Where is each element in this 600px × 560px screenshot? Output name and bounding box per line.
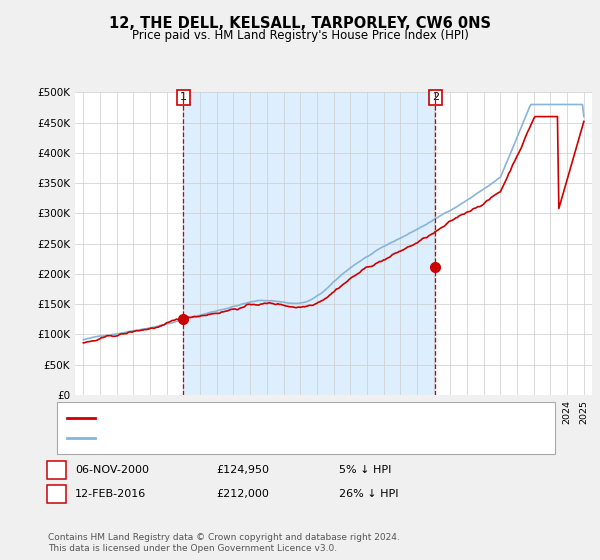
- Text: 06-NOV-2000: 06-NOV-2000: [75, 465, 149, 475]
- Text: 12-FEB-2016: 12-FEB-2016: [75, 489, 146, 499]
- Text: £124,950: £124,950: [216, 465, 269, 475]
- Text: 1: 1: [180, 92, 187, 102]
- Text: 2: 2: [53, 489, 60, 499]
- Text: 26% ↓ HPI: 26% ↓ HPI: [339, 489, 398, 499]
- Text: 12, THE DELL, KELSALL, TARPORLEY, CW6 0NS: 12, THE DELL, KELSALL, TARPORLEY, CW6 0N…: [109, 16, 491, 31]
- Text: Contains HM Land Registry data © Crown copyright and database right 2024.
This d: Contains HM Land Registry data © Crown c…: [48, 533, 400, 553]
- Text: HPI: Average price, detached house, Cheshire West and Chester: HPI: Average price, detached house, Ches…: [99, 433, 434, 443]
- Text: £212,000: £212,000: [216, 489, 269, 499]
- Text: 12, THE DELL, KELSALL, TARPORLEY, CW6 0NS (detached house): 12, THE DELL, KELSALL, TARPORLEY, CW6 0N…: [99, 413, 436, 423]
- Text: 1: 1: [53, 465, 60, 475]
- Bar: [184, 92, 436, 395]
- Text: 2: 2: [432, 92, 439, 102]
- Text: Price paid vs. HM Land Registry's House Price Index (HPI): Price paid vs. HM Land Registry's House …: [131, 29, 469, 42]
- Text: 5% ↓ HPI: 5% ↓ HPI: [339, 465, 391, 475]
